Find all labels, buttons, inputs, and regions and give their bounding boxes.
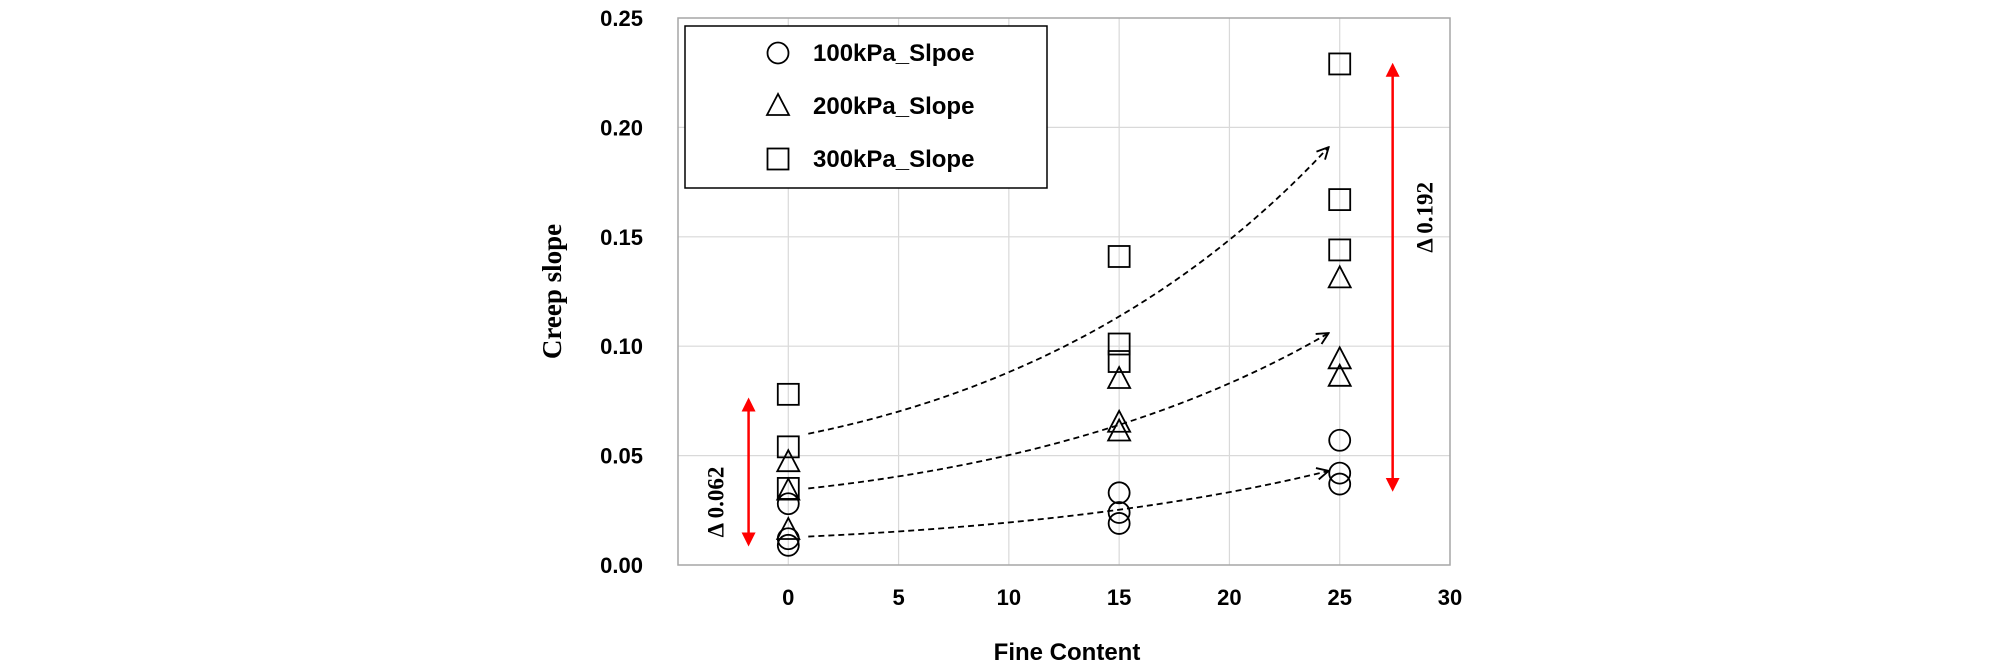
series-square — [776, 52, 1352, 500]
x-tick-label: 0 — [782, 585, 794, 610]
y-tick-label: 0.10 — [600, 334, 643, 359]
legend-box — [684, 25, 1048, 189]
y-tick-label: 0.15 — [600, 225, 643, 250]
square-point — [1328, 188, 1352, 212]
legend-square-icon — [766, 147, 790, 171]
triangle-point — [1327, 362, 1353, 387]
circle-point — [1328, 428, 1352, 452]
circle-point — [1328, 461, 1352, 485]
series-circle — [776, 428, 1352, 557]
square-point — [776, 435, 800, 459]
triangle-point — [775, 448, 801, 473]
legend-label: 300kPa_Slope — [813, 146, 974, 173]
legend-triangle-icon — [765, 92, 791, 116]
legend-item: 300kPa_Slope — [766, 146, 974, 173]
triangle-point — [1106, 365, 1132, 389]
legend-item: 200kPa_Slope — [765, 92, 974, 120]
trend-curve — [808, 471, 1328, 538]
x-tick-label: 15 — [1107, 585, 1131, 610]
legend-item: 100kPa_Slpoe — [766, 40, 974, 67]
y-tick-label: 0.25 — [600, 6, 643, 31]
square-point — [1328, 238, 1352, 262]
legend: 100kPa_Slpoe 200kPa_Slope 300kPa_Slope — [684, 25, 1048, 189]
legend-label: 200kPa_Slope — [813, 93, 974, 120]
x-tick-label: 30 — [1438, 585, 1462, 610]
circle-point — [1107, 481, 1131, 505]
legend-label: 100kPa_Slpoe — [813, 40, 974, 67]
trend-curve — [808, 147, 1328, 435]
square-point — [1328, 52, 1352, 76]
x-axis-label: Fine Content — [994, 639, 1141, 666]
series-triangle — [775, 264, 1353, 540]
square-point — [776, 477, 800, 500]
plot-area — [677, 17, 1451, 566]
triangle-point — [1327, 345, 1353, 370]
square-point — [776, 382, 800, 406]
triangle-point — [1106, 408, 1132, 433]
square-point — [1107, 332, 1131, 356]
square-point — [1107, 245, 1131, 268]
y-tick-labels: 0.00 0.05 0.10 0.15 0.20 0.25 — [600, 6, 643, 578]
x-tick-label: 25 — [1327, 585, 1351, 610]
circle-point — [1107, 512, 1131, 535]
triangle-point — [775, 516, 801, 540]
trend-curve — [808, 333, 1328, 490]
data-points — [775, 52, 1353, 557]
x-tick-label: 5 — [892, 585, 904, 610]
circle-point — [1107, 501, 1131, 524]
range-annotations: Δ 0.062 Δ 0.192 — [704, 62, 1438, 547]
y-axis-label: Creep slope — [537, 224, 567, 359]
range-label: Δ 0.062 — [704, 467, 729, 538]
range-label: Δ 0.192 — [1413, 182, 1438, 253]
y-tick-label: 0.20 — [600, 115, 643, 140]
circle-point — [776, 533, 800, 557]
x-tick-label: 10 — [997, 585, 1021, 610]
circle-point — [1328, 472, 1352, 496]
legend-circle-icon — [766, 41, 790, 65]
square-point — [1107, 350, 1131, 373]
triangle-point — [1106, 417, 1132, 442]
x-tick-label: 20 — [1217, 585, 1241, 610]
circle-point — [776, 492, 800, 516]
triangle-point — [1327, 264, 1353, 289]
y-tick-label: 0.00 — [600, 553, 643, 578]
y-tick-label: 0.05 — [600, 444, 643, 469]
x-tick-labels: 0 5 10 15 20 25 30 — [782, 585, 1462, 610]
trend-curves — [808, 147, 1328, 538]
